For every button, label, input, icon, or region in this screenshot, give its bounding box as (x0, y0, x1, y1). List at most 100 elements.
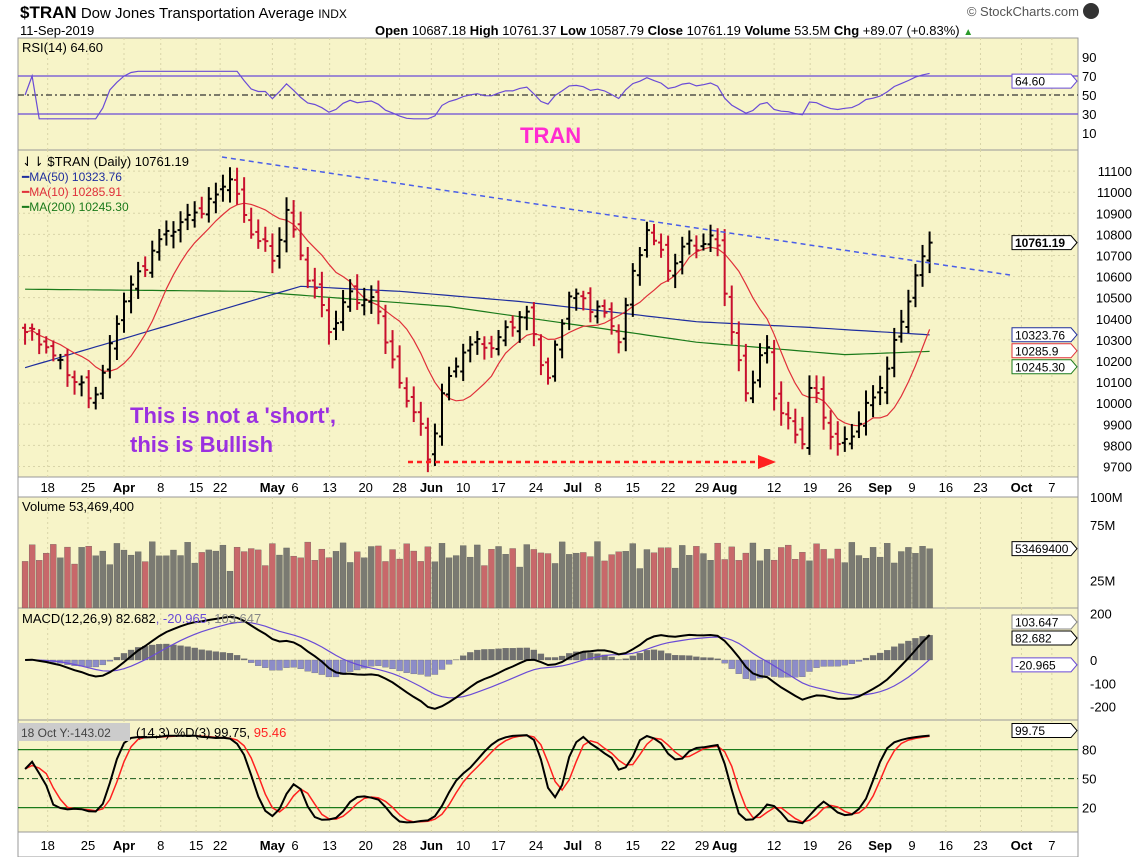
macd-histogram-bar (891, 646, 898, 661)
date-tick-label: 7 (1048, 480, 1055, 495)
price-tick-label: 10400 (1096, 312, 1132, 327)
price-tick-label: 9900 (1103, 417, 1132, 432)
macd-histogram-bar (905, 640, 912, 661)
rsi-label: RSI(14) 64.60 (22, 40, 103, 55)
macd-histogram-bar (488, 649, 495, 661)
date-tick-label: 18 (40, 838, 54, 853)
macd-histogram-bar (679, 655, 686, 661)
date-tick-label: 17 (491, 480, 505, 495)
close-price-tag-box (1011, 235, 1078, 251)
macd-histogram-bar (799, 659, 806, 677)
macd-histogram-bar (170, 644, 177, 661)
macd-histogram-bar (926, 635, 933, 661)
volume-bar (212, 550, 220, 609)
macd-histogram-bar (467, 652, 474, 661)
macd-histogram-bar (657, 650, 665, 661)
date-tick-label: 10 (456, 838, 470, 853)
macd-histogram-bar (884, 650, 891, 661)
macd-histogram-bar (629, 655, 636, 661)
annotation-note-line2: this is Bullish (130, 432, 273, 457)
volume-bar (149, 541, 156, 609)
volume-bar (693, 546, 700, 609)
macd-histogram-bar (205, 650, 212, 661)
date-tick-label: 22 (213, 838, 227, 853)
stockcharts-logo-icon (1083, 3, 1099, 19)
price-tick-label: 10200 (1096, 354, 1132, 369)
macd-histogram-bar (191, 647, 198, 661)
annotation-note-line1: This is not a 'short', (130, 403, 336, 428)
low-label: Low (560, 23, 587, 38)
macd-histogram-bar (721, 659, 728, 664)
volume-bar (714, 542, 721, 609)
volume-bar (502, 554, 509, 609)
macd-histogram-bar (714, 658, 721, 661)
rsi-panel (17, 37, 1079, 151)
volume-bar (926, 548, 933, 609)
macd-histogram-bar (763, 659, 771, 676)
macd-histogram-bar (643, 650, 651, 661)
ma10-line (24, 202, 931, 427)
date-tick-label: 23 (973, 480, 987, 495)
volume-bar (544, 553, 552, 609)
volume-bar (170, 549, 177, 609)
date-tick-label: 23 (973, 838, 987, 853)
volume-bar (728, 546, 735, 609)
rsi-tag: 64.60 (1015, 75, 1045, 89)
stoch-label: (14,3) %D(3) 99.75, (136, 725, 254, 740)
volume-bar (629, 543, 636, 609)
volume-bar (191, 562, 198, 609)
volume-bar (226, 570, 234, 609)
volume-bar (198, 552, 205, 609)
macd-histogram-bar (219, 652, 227, 661)
volume-bar (240, 551, 248, 609)
macd-histogram-bar (106, 659, 114, 662)
macd-histogram-bar (290, 659, 297, 668)
volume-bar (848, 542, 856, 609)
date-tick-label: 16 (939, 480, 953, 495)
macd-histogram-bar (332, 659, 340, 678)
volume-bar (587, 556, 594, 609)
volume-bar (806, 560, 813, 609)
volume-bar (636, 568, 644, 609)
macd-histogram-bar (424, 659, 432, 677)
macd-histogram-bar (537, 653, 545, 661)
stoch-tick-label: 80 (1082, 743, 1096, 758)
stoch-panel (17, 719, 1079, 833)
date-tick-label: 20 (358, 838, 372, 853)
volume-bar (749, 542, 757, 609)
price-tick-label: 10500 (1096, 291, 1132, 306)
macd-tag: 82.682 (1015, 632, 1052, 646)
volume-bar (43, 552, 50, 609)
macd-histogram-bar (876, 652, 884, 661)
volume-bar (608, 554, 615, 609)
volume-bar (827, 558, 834, 609)
macd-histogram-bar (382, 659, 389, 668)
ma50-price-tag: 10323.76 (1015, 328, 1065, 342)
macd-histogram-bar (346, 659, 354, 672)
macd-legend: MACD(12,26,9) 82.682, -20.965, 103.647 (22, 611, 261, 626)
volume-bar (686, 555, 693, 609)
volume-bar (622, 551, 629, 609)
annotation-tran: TRAN (520, 123, 581, 148)
date-tick-label: 29 (695, 480, 709, 495)
date-tick-label: 6 (291, 838, 298, 853)
volume-bar (566, 554, 573, 609)
volume-bar (71, 563, 78, 609)
macd-tick-label: 0 (1090, 653, 1097, 668)
date-tick-label: Oct (1011, 480, 1033, 495)
volume-bar (28, 544, 36, 609)
volume-bar (311, 560, 318, 609)
macd-histogram-bar (693, 656, 700, 661)
ma200-line (25, 288, 930, 356)
macd-tick-label: -200 (1090, 700, 1116, 715)
volume-bar (354, 551, 361, 609)
macd-histogram-bar (460, 655, 467, 661)
volume-bar (78, 547, 85, 609)
macd-histogram-bar (368, 659, 375, 667)
volume-bar (318, 548, 326, 609)
volume-bar (876, 556, 884, 609)
date-tick-label: May (260, 838, 286, 853)
high-value: 10761.37 (502, 23, 557, 38)
macd-histogram-bar (149, 644, 156, 661)
